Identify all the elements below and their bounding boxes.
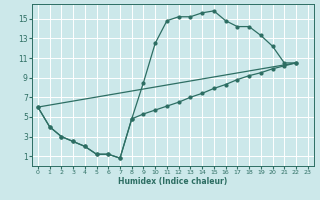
X-axis label: Humidex (Indice chaleur): Humidex (Indice chaleur)	[118, 177, 228, 186]
